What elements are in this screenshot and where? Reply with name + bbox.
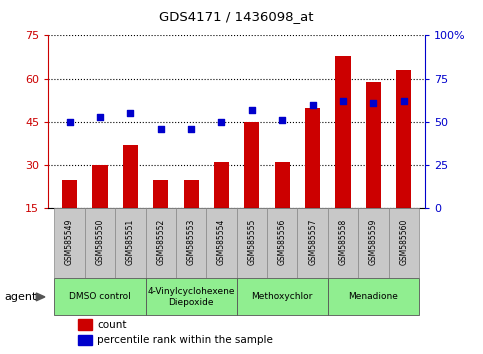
Bar [62, 179, 77, 252]
Point [96, 114, 104, 120]
Text: GSM585557: GSM585557 [308, 219, 317, 265]
Point [157, 126, 165, 132]
Text: GSM585549: GSM585549 [65, 219, 74, 265]
Bar [335, 56, 351, 252]
Text: Methoxychlor: Methoxychlor [252, 292, 313, 301]
Text: GSM585552: GSM585552 [156, 219, 165, 265]
Bar [153, 179, 168, 252]
Bar [78, 319, 92, 330]
Bar [214, 162, 229, 252]
Bar [298, 209, 328, 278]
Bar [85, 209, 115, 278]
Point [248, 107, 256, 113]
Text: GSM585556: GSM585556 [278, 219, 287, 265]
Text: agent: agent [5, 292, 37, 302]
Text: GSM585553: GSM585553 [186, 219, 196, 265]
Bar [145, 279, 237, 315]
Bar [358, 209, 389, 278]
Bar [55, 279, 145, 315]
Text: GSM585560: GSM585560 [399, 219, 408, 265]
Point [339, 98, 347, 104]
Bar [366, 81, 381, 252]
Text: DMSO control: DMSO control [69, 292, 131, 301]
Point [309, 102, 316, 108]
Bar [184, 179, 199, 252]
Bar [78, 335, 92, 346]
Bar [55, 209, 85, 278]
Bar [328, 209, 358, 278]
Point [278, 118, 286, 123]
Bar [206, 209, 237, 278]
Point [369, 100, 377, 106]
Text: GSM585558: GSM585558 [339, 219, 347, 265]
Bar [305, 108, 320, 252]
Point [400, 98, 408, 104]
Bar [176, 209, 206, 278]
Bar [123, 145, 138, 252]
Text: percentile rank within the sample: percentile rank within the sample [97, 335, 273, 345]
Text: 4-Vinylcyclohexene
Diepoxide: 4-Vinylcyclohexene Diepoxide [147, 287, 235, 307]
Text: GSM585551: GSM585551 [126, 219, 135, 265]
Point [187, 126, 195, 132]
Text: GSM585550: GSM585550 [96, 219, 104, 265]
Point [66, 119, 73, 125]
Point [127, 110, 134, 116]
Bar [237, 279, 328, 315]
Bar [328, 279, 419, 315]
Point [218, 119, 226, 125]
Text: GDS4171 / 1436098_at: GDS4171 / 1436098_at [159, 10, 314, 23]
Bar [244, 122, 259, 252]
Bar [115, 209, 145, 278]
Text: Menadione: Menadione [348, 292, 398, 301]
Text: GSM585555: GSM585555 [247, 219, 256, 265]
Bar [92, 165, 108, 252]
Bar [237, 209, 267, 278]
Bar [275, 162, 290, 252]
Bar [267, 209, 298, 278]
Bar [145, 209, 176, 278]
Text: GSM585559: GSM585559 [369, 219, 378, 265]
Text: count: count [97, 320, 127, 330]
Text: GSM585554: GSM585554 [217, 219, 226, 265]
Bar [396, 70, 412, 252]
Bar [389, 209, 419, 278]
